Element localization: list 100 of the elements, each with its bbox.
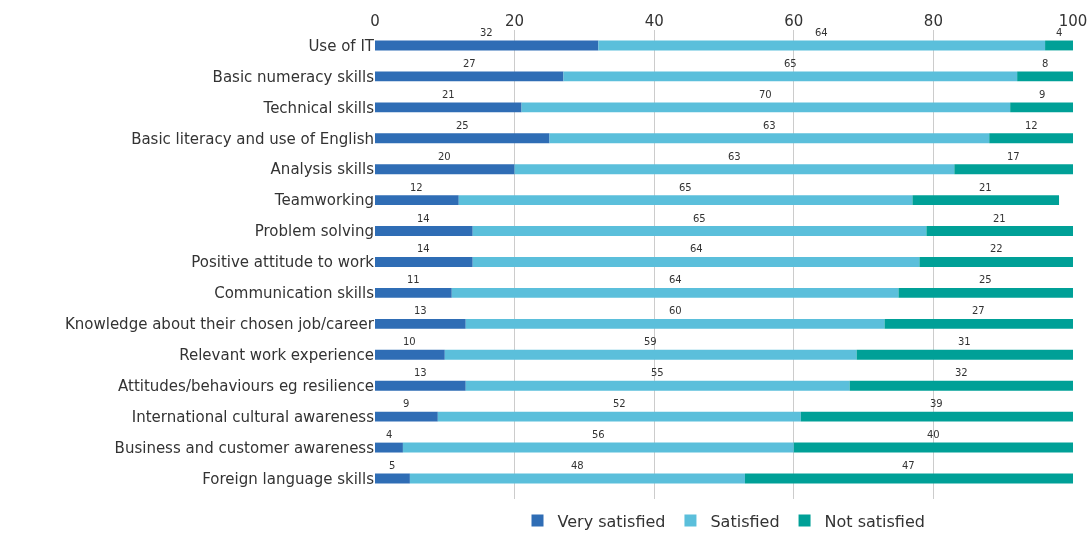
data-label: 48 (571, 460, 584, 471)
bar (514, 164, 955, 175)
data-label: 65 (784, 58, 797, 69)
bar (375, 257, 473, 267)
data-label: 21 (442, 89, 455, 100)
bar (375, 411, 438, 422)
bar (744, 473, 1073, 484)
y-tick-label: Technical skills (262, 98, 375, 117)
data-label: 14 (417, 213, 430, 224)
data-label: 4 (1056, 27, 1063, 38)
data-label: 63 (728, 151, 741, 162)
data-label: 22 (990, 243, 1003, 254)
bar (375, 102, 522, 113)
bar (1045, 40, 1073, 51)
bar (375, 133, 550, 144)
data-label: 9 (403, 398, 410, 409)
bar (375, 164, 515, 175)
y-tick-label: Use of IT (308, 36, 375, 55)
legend-label: Very satisfied (557, 511, 666, 531)
data-label: 27 (972, 305, 985, 316)
data-label: 25 (979, 274, 992, 285)
bar (437, 411, 801, 422)
bar (598, 40, 1046, 51)
data-label: 9 (1039, 89, 1046, 100)
bar (472, 226, 927, 236)
bar (375, 473, 410, 484)
data-label: 5 (389, 460, 396, 471)
bar (989, 133, 1073, 144)
bar (375, 287, 452, 298)
bar (375, 226, 473, 236)
bar (465, 318, 885, 329)
data-label: 64 (815, 27, 828, 38)
data-label: 4 (386, 429, 393, 440)
y-tick-label: Problem solving (254, 222, 374, 241)
data-label: 32 (480, 27, 493, 38)
data-label: 52 (613, 398, 626, 409)
data-label: 70 (759, 89, 772, 100)
y-tick-label: Teamworking (273, 191, 374, 210)
bar (375, 71, 564, 82)
data-label: 13 (414, 305, 427, 316)
y-tick-label: Analysis skills (270, 160, 375, 179)
bar (402, 442, 794, 453)
data-label: 21 (979, 182, 992, 193)
bar (451, 287, 899, 298)
data-label: 32 (955, 367, 968, 378)
data-label: 20 (438, 151, 451, 162)
data-label: 55 (651, 367, 664, 378)
data-label: 31 (958, 336, 971, 347)
bar (375, 442, 403, 453)
data-label: 56 (592, 429, 605, 440)
data-label: 12 (410, 182, 423, 193)
bar (898, 287, 1073, 298)
data-label: 10 (403, 336, 416, 347)
bar (409, 473, 745, 484)
bar (465, 380, 850, 391)
x-tick-label: 20 (505, 12, 525, 30)
y-tick-label: International cultural awareness (131, 407, 375, 426)
data-label: 11 (407, 274, 420, 285)
data-label: 17 (1007, 151, 1020, 162)
data-label: 40 (927, 429, 940, 440)
bar (375, 40, 599, 51)
data-label: 65 (679, 182, 692, 193)
bar (549, 133, 990, 144)
y-tick-label: Foreign language skills (202, 469, 375, 488)
data-label: 27 (463, 58, 476, 69)
data-label: 12 (1025, 120, 1038, 131)
y-tick-label: Knowledge about their chosen job/career (64, 315, 375, 334)
data-label: 8 (1042, 58, 1049, 69)
y-tick-label: Positive attitude to work (191, 253, 375, 272)
x-tick-label: 60 (784, 12, 804, 30)
x-tick-label: 0 (370, 12, 380, 30)
bar (563, 71, 1018, 82)
y-tick-label: Communication skills (214, 284, 375, 303)
bar (912, 195, 1060, 206)
data-label: 64 (669, 274, 682, 285)
y-tick-label: Attitudes/behaviours eg resilience (118, 376, 374, 395)
data-label: 60 (669, 305, 682, 316)
data-label: 14 (417, 243, 430, 254)
data-label: 13 (414, 367, 427, 378)
bar (375, 349, 445, 360)
x-tick-label: 80 (923, 12, 943, 30)
data-label: 64 (690, 243, 703, 254)
bar (375, 195, 459, 206)
legend-label: Not satisfied (824, 511, 925, 531)
bar (954, 164, 1073, 175)
bar (800, 411, 1073, 422)
bar (1010, 102, 1073, 113)
data-label: 59 (644, 336, 657, 347)
bar (793, 442, 1073, 453)
bar (375, 318, 466, 329)
bar (458, 195, 913, 206)
data-label: 21 (993, 213, 1006, 224)
y-tick-label: Relevant work experience (179, 346, 374, 365)
legend-label: Satisfied (710, 511, 780, 531)
bar (521, 102, 1011, 113)
bar (375, 380, 466, 391)
bar (472, 257, 920, 267)
y-tick-label: Basic numeracy skills (212, 67, 375, 86)
y-tick-label: Business and customer awareness (114, 438, 375, 457)
x-tick-label: 40 (644, 12, 664, 30)
